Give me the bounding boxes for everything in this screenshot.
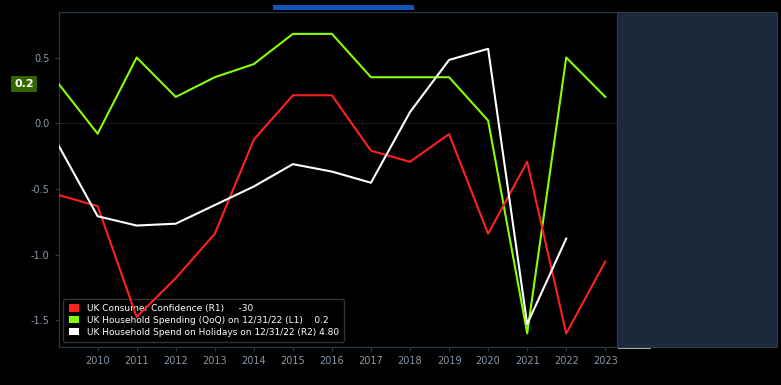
Text: 0.2: 0.2 [14, 79, 34, 89]
Text: -30: -30 [621, 256, 641, 266]
Text: 4.80: 4.80 [621, 336, 649, 346]
Legend: UK Consumer Confidence (R1)     -30, UK Household Spending (QoQ) on 12/31/22 (L1: UK Consumer Confidence (R1) -30, UK Hous… [63, 299, 344, 342]
